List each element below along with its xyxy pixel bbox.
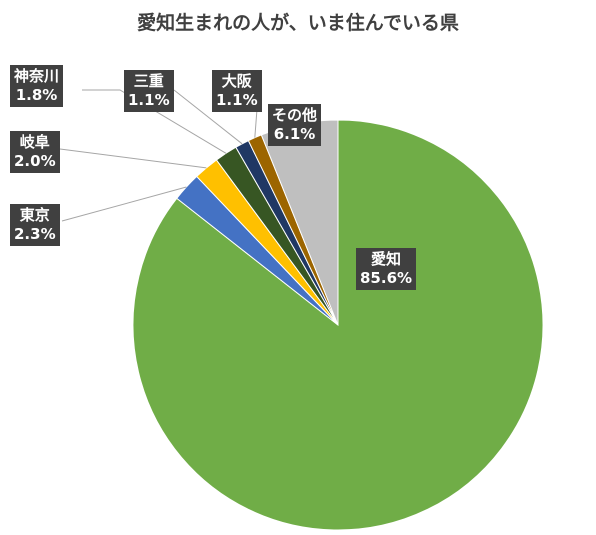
slice-label-pct: 6.1% bbox=[273, 125, 316, 143]
data-label-other: その他 6.1% bbox=[268, 104, 322, 146]
slice-label-pct: 1.1% bbox=[128, 91, 170, 109]
leader-line-4 bbox=[173, 89, 243, 145]
data-label-kanagawa: 神奈川 1.8% bbox=[10, 65, 64, 107]
slice-label-pct: 2.0% bbox=[14, 152, 56, 170]
data-label-aichi: 愛知 85.6% bbox=[356, 248, 417, 290]
slice-label-name: 三重 bbox=[133, 72, 164, 90]
leader-line-3 bbox=[82, 89, 227, 154]
slice-label-name: 東京 bbox=[19, 206, 50, 224]
leader-line-2 bbox=[59, 148, 207, 169]
data-label-osaka: 大阪 1.1% bbox=[212, 70, 262, 112]
data-label-gifu: 岐阜 2.0% bbox=[10, 131, 60, 173]
data-label-mie: 三重 1.1% bbox=[124, 70, 174, 112]
slice-label-pct: 2.3% bbox=[14, 225, 56, 243]
slice-label-pct: 85.6% bbox=[360, 269, 413, 287]
slice-label-name: 愛知 bbox=[371, 250, 402, 268]
data-label-tokyo: 東京 2.3% bbox=[10, 204, 60, 246]
slice-label-name: 神奈川 bbox=[14, 67, 60, 85]
slice-label-name: 大阪 bbox=[221, 72, 252, 90]
slice-label-pct: 1.8% bbox=[15, 86, 58, 104]
leader-line-1 bbox=[61, 186, 187, 222]
slice-label-pct: 1.1% bbox=[216, 91, 258, 109]
slice-label-name: その他 bbox=[272, 106, 318, 124]
slice-label-name: 岐阜 bbox=[19, 133, 50, 151]
chart-title: 愛知生まれの人が、いま住んでいる県 bbox=[137, 12, 459, 34]
